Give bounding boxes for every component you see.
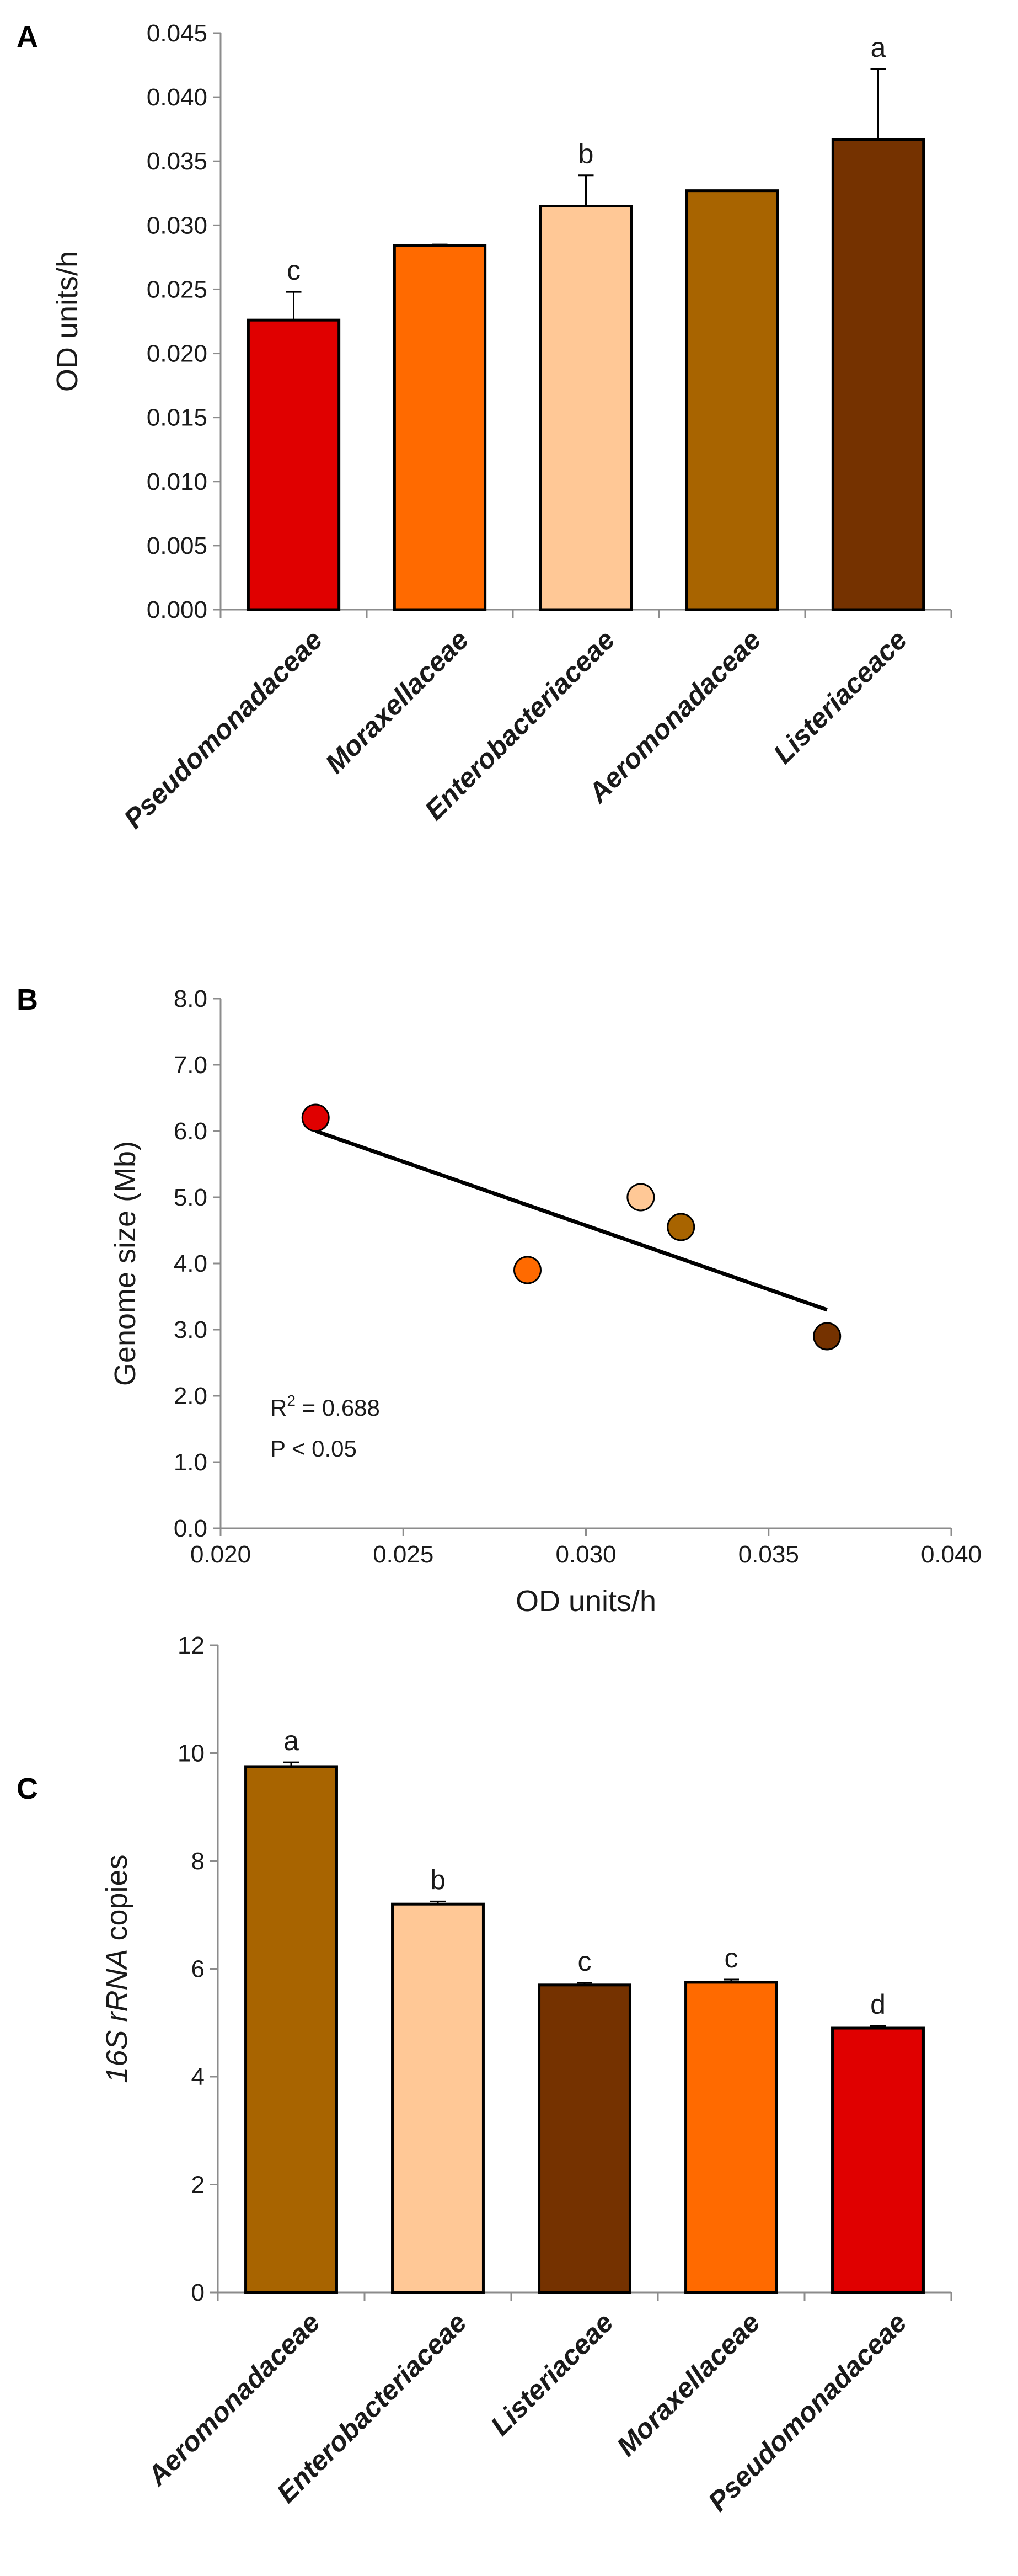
panel-c-letter: C bbox=[17, 1772, 38, 1805]
significance-label: c bbox=[578, 1946, 592, 1977]
scatter-point bbox=[513, 1256, 542, 1284]
y-tick-label: 0.015 bbox=[147, 404, 207, 431]
y-axis-title: Genome size (Mb) bbox=[109, 1141, 142, 1386]
y-tick-label: 0.035 bbox=[147, 148, 207, 175]
scatter-point bbox=[667, 1213, 695, 1241]
bar bbox=[684, 1981, 778, 2294]
y-tick-label: 8.0 bbox=[174, 985, 207, 1012]
x-tick-label: 0.035 bbox=[738, 1541, 799, 1568]
y-tick-label: 0.045 bbox=[147, 20, 207, 47]
x-tick-label: 0.030 bbox=[555, 1541, 616, 1568]
r-squared-prefix: R bbox=[270, 1395, 287, 1421]
significance-label: a bbox=[283, 1725, 299, 1756]
y-tick-label: 10 bbox=[178, 1740, 205, 1767]
significance-label: c bbox=[725, 1943, 738, 1974]
y-tick-label: 0.010 bbox=[147, 468, 207, 495]
y-tick-label: 1.0 bbox=[174, 1449, 207, 1476]
y-tick-label: 0.020 bbox=[147, 340, 207, 367]
y-tick-label: 4.0 bbox=[174, 1250, 207, 1277]
scatter-point bbox=[301, 1103, 330, 1132]
p-value-label: P < 0.05 bbox=[270, 1436, 357, 1462]
y-tick-label: 6 bbox=[191, 1956, 205, 1983]
x-tick-label: 0.040 bbox=[921, 1541, 982, 1568]
bar bbox=[831, 138, 925, 611]
panel-b-scatter-chart: 0.0 1.0 2.0 3.0 4.0 5.0 6.0 7.0 8.0 0.020 0.025 0.0… bbox=[109, 985, 982, 1618]
y-tick-label: 3.0 bbox=[174, 1316, 207, 1343]
y-tick-label: 0.040 bbox=[147, 84, 207, 111]
y-tick-label: 0.025 bbox=[147, 276, 207, 303]
significance-label: d bbox=[870, 1989, 886, 2020]
y-tick-label: 12 bbox=[178, 1632, 205, 1659]
y-axis-title: OD units/h bbox=[51, 251, 84, 392]
scatter-point bbox=[626, 1183, 655, 1212]
bar bbox=[539, 205, 633, 611]
y-tick-label: 4 bbox=[191, 2063, 205, 2090]
significance-label: b bbox=[578, 138, 594, 169]
y-tick-label: 7.0 bbox=[174, 1052, 207, 1079]
y-tick-label: 8 bbox=[191, 1848, 205, 1875]
bar bbox=[247, 318, 341, 611]
y-tick-label: 0 bbox=[191, 2279, 205, 2306]
y-tick-label: 2.0 bbox=[174, 1383, 207, 1410]
y-tick-label: 0.030 bbox=[147, 212, 207, 239]
r-squared-label: R2 = 0.688 bbox=[270, 1392, 380, 1421]
significance-label: a bbox=[871, 32, 886, 63]
y-axis-title: 16S rRNA copies bbox=[100, 1854, 133, 2083]
y-tick-label: 2 bbox=[191, 2172, 205, 2199]
significance-label: b bbox=[430, 1864, 446, 1895]
r-squared-superscript: 2 bbox=[287, 1392, 296, 1409]
r-squared-value: = 0.688 bbox=[296, 1395, 380, 1421]
scatter-point bbox=[813, 1322, 842, 1351]
bar bbox=[244, 1765, 338, 2294]
bar bbox=[393, 244, 487, 611]
y-tick-label: 0.0 bbox=[174, 1515, 207, 1542]
y-axis-title-italic: 16S rRNA bbox=[100, 1949, 133, 2083]
bar bbox=[538, 1983, 631, 2294]
x-tick-label: 0.020 bbox=[190, 1541, 251, 1568]
panel-a-letter: A bbox=[17, 20, 38, 54]
x-tick-label: 0.025 bbox=[373, 1541, 433, 1568]
y-tick-label: 6.0 bbox=[174, 1118, 207, 1145]
y-axis-title-rest: copies bbox=[100, 1854, 133, 1949]
significance-label: c bbox=[287, 255, 301, 286]
trendline bbox=[315, 1129, 828, 1312]
bar bbox=[685, 189, 779, 611]
panel-b-letter: B bbox=[17, 983, 38, 1016]
y-tick-label: 0.000 bbox=[147, 596, 207, 623]
x-axis-title: OD units/h bbox=[516, 1585, 656, 1618]
y-tick-label: 0.005 bbox=[147, 532, 207, 559]
y-tick-label: 5.0 bbox=[174, 1184, 207, 1211]
bar bbox=[391, 1902, 485, 2294]
bar bbox=[831, 2026, 925, 2294]
